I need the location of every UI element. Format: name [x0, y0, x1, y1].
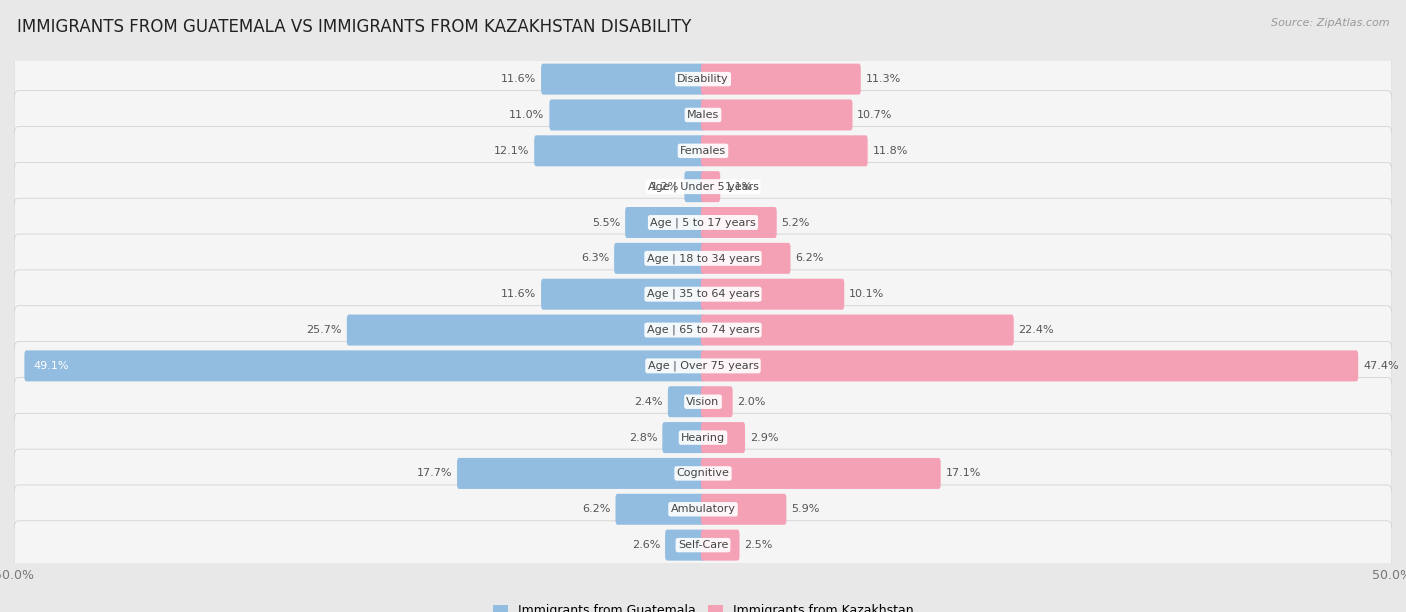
FancyBboxPatch shape: [14, 413, 1392, 462]
Text: Hearing: Hearing: [681, 433, 725, 442]
FancyBboxPatch shape: [702, 422, 745, 453]
FancyBboxPatch shape: [14, 127, 1392, 175]
FancyBboxPatch shape: [702, 135, 868, 166]
Text: IMMIGRANTS FROM GUATEMALA VS IMMIGRANTS FROM KAZAKHSTAN DISABILITY: IMMIGRANTS FROM GUATEMALA VS IMMIGRANTS …: [17, 18, 692, 36]
Text: 5.5%: 5.5%: [592, 217, 620, 228]
FancyBboxPatch shape: [541, 64, 704, 95]
FancyBboxPatch shape: [702, 494, 786, 524]
FancyBboxPatch shape: [14, 91, 1392, 140]
Text: Age | Under 5 years: Age | Under 5 years: [648, 181, 758, 192]
Text: Males: Males: [688, 110, 718, 120]
Text: 25.7%: 25.7%: [307, 325, 342, 335]
Text: 2.0%: 2.0%: [738, 397, 766, 407]
Text: Ambulatory: Ambulatory: [671, 504, 735, 514]
Text: 47.4%: 47.4%: [1362, 361, 1399, 371]
FancyBboxPatch shape: [550, 100, 704, 130]
Text: Cognitive: Cognitive: [676, 468, 730, 479]
Text: Age | 35 to 64 years: Age | 35 to 64 years: [647, 289, 759, 299]
Text: Age | 18 to 34 years: Age | 18 to 34 years: [647, 253, 759, 264]
FancyBboxPatch shape: [668, 386, 704, 417]
FancyBboxPatch shape: [702, 100, 852, 130]
FancyBboxPatch shape: [662, 422, 704, 453]
FancyBboxPatch shape: [14, 378, 1392, 426]
Text: 17.7%: 17.7%: [416, 468, 453, 479]
Text: Source: ZipAtlas.com: Source: ZipAtlas.com: [1271, 18, 1389, 28]
Text: 22.4%: 22.4%: [1018, 325, 1054, 335]
FancyBboxPatch shape: [14, 341, 1392, 390]
FancyBboxPatch shape: [702, 278, 844, 310]
Text: 11.8%: 11.8%: [873, 146, 908, 156]
FancyBboxPatch shape: [702, 458, 941, 489]
Text: 12.1%: 12.1%: [494, 146, 530, 156]
Text: 1.1%: 1.1%: [725, 182, 754, 192]
FancyBboxPatch shape: [702, 64, 860, 95]
Legend: Immigrants from Guatemala, Immigrants from Kazakhstan: Immigrants from Guatemala, Immigrants fr…: [492, 604, 914, 612]
Text: Self-Care: Self-Care: [678, 540, 728, 550]
Text: 1.2%: 1.2%: [651, 182, 679, 192]
FancyBboxPatch shape: [14, 162, 1392, 211]
Text: Age | Over 75 years: Age | Over 75 years: [648, 360, 758, 371]
Text: 49.1%: 49.1%: [34, 361, 69, 371]
Text: 6.2%: 6.2%: [582, 504, 610, 514]
Text: Age | 65 to 74 years: Age | 65 to 74 years: [647, 325, 759, 335]
Text: 6.3%: 6.3%: [581, 253, 609, 263]
Text: 11.3%: 11.3%: [866, 74, 901, 84]
FancyBboxPatch shape: [702, 243, 790, 274]
Text: 2.5%: 2.5%: [744, 540, 773, 550]
Text: 5.9%: 5.9%: [792, 504, 820, 514]
FancyBboxPatch shape: [534, 135, 704, 166]
FancyBboxPatch shape: [14, 485, 1392, 534]
Text: 2.9%: 2.9%: [749, 433, 779, 442]
FancyBboxPatch shape: [14, 55, 1392, 103]
Text: 5.2%: 5.2%: [782, 217, 810, 228]
Text: Vision: Vision: [686, 397, 720, 407]
Text: 6.2%: 6.2%: [796, 253, 824, 263]
FancyBboxPatch shape: [702, 351, 1358, 381]
FancyBboxPatch shape: [14, 449, 1392, 498]
Text: 2.4%: 2.4%: [634, 397, 664, 407]
FancyBboxPatch shape: [14, 521, 1392, 569]
FancyBboxPatch shape: [702, 529, 740, 561]
FancyBboxPatch shape: [626, 207, 704, 238]
FancyBboxPatch shape: [702, 207, 776, 238]
FancyBboxPatch shape: [14, 234, 1392, 283]
FancyBboxPatch shape: [541, 278, 704, 310]
Text: 11.0%: 11.0%: [509, 110, 544, 120]
FancyBboxPatch shape: [616, 494, 704, 524]
FancyBboxPatch shape: [14, 270, 1392, 318]
Text: 2.6%: 2.6%: [631, 540, 661, 550]
Text: Females: Females: [681, 146, 725, 156]
Text: 11.6%: 11.6%: [501, 289, 536, 299]
FancyBboxPatch shape: [702, 315, 1014, 346]
FancyBboxPatch shape: [14, 198, 1392, 247]
FancyBboxPatch shape: [24, 351, 704, 381]
Text: 10.1%: 10.1%: [849, 289, 884, 299]
Text: 10.7%: 10.7%: [858, 110, 893, 120]
Text: 2.8%: 2.8%: [628, 433, 658, 442]
FancyBboxPatch shape: [14, 306, 1392, 354]
Text: 11.6%: 11.6%: [501, 74, 536, 84]
FancyBboxPatch shape: [347, 315, 704, 346]
FancyBboxPatch shape: [457, 458, 704, 489]
Text: Disability: Disability: [678, 74, 728, 84]
FancyBboxPatch shape: [702, 386, 733, 417]
FancyBboxPatch shape: [665, 529, 704, 561]
Text: Age | 5 to 17 years: Age | 5 to 17 years: [650, 217, 756, 228]
FancyBboxPatch shape: [614, 243, 704, 274]
FancyBboxPatch shape: [702, 171, 720, 202]
FancyBboxPatch shape: [685, 171, 704, 202]
Text: 17.1%: 17.1%: [945, 468, 981, 479]
